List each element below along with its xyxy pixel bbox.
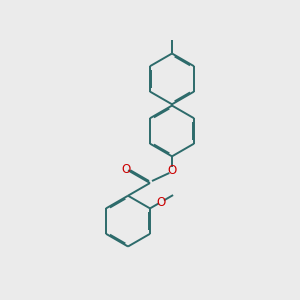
Text: O: O	[156, 196, 166, 208]
Text: O: O	[167, 164, 177, 177]
Text: O: O	[122, 163, 130, 176]
